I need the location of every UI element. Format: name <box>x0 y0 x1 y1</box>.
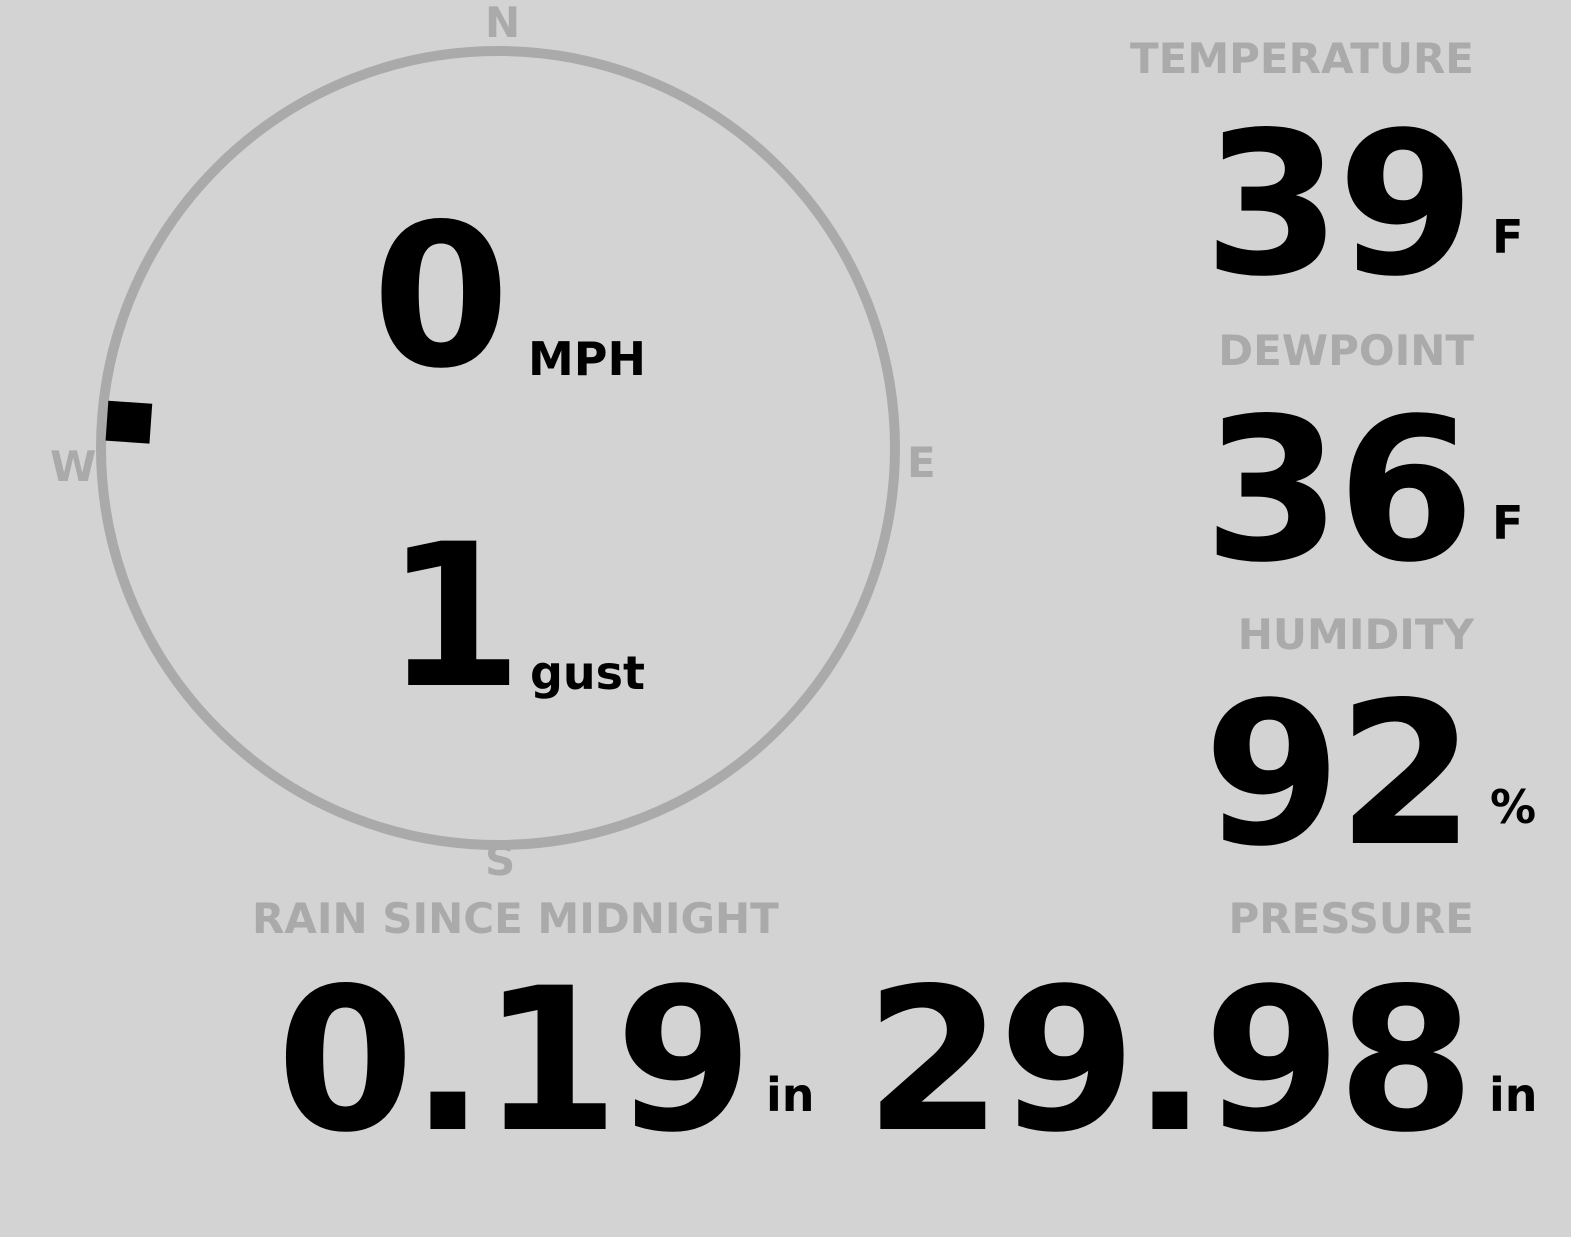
compass-west-label: W <box>50 442 97 491</box>
temperature-unit: F <box>1492 210 1524 264</box>
wind-speed-unit: MPH <box>528 332 646 386</box>
rain-value: 0.19 <box>276 945 753 1176</box>
temperature-label: TEMPERATURE <box>1130 34 1474 83</box>
compass-ring <box>96 46 900 850</box>
dewpoint-value: 36 <box>1203 375 1475 606</box>
wind-gust-value: 1 <box>385 501 523 732</box>
wind-speed-value: 0 <box>372 181 510 412</box>
dewpoint-label: DEWPOINT <box>1218 326 1474 375</box>
compass-south-label: S <box>485 836 516 885</box>
dewpoint-unit: F <box>1492 496 1524 550</box>
humidity-value: 92 <box>1203 659 1475 890</box>
pressure-label: PRESSURE <box>1228 894 1474 943</box>
humidity-unit: % <box>1490 780 1537 834</box>
wind-gust-unit: gust <box>530 646 646 700</box>
pressure-value: 29.98 <box>864 945 1475 1176</box>
pressure-unit: in <box>1489 1068 1538 1122</box>
rain-label: RAIN SINCE MIDNIGHT <box>252 894 779 943</box>
temperature-value: 39 <box>1203 89 1475 320</box>
compass-north-label: N <box>485 0 521 47</box>
compass-east-label: E <box>907 438 936 487</box>
wind-direction-marker <box>105 400 153 444</box>
humidity-label: HUMIDITY <box>1237 610 1474 659</box>
rain-unit: in <box>766 1068 815 1122</box>
